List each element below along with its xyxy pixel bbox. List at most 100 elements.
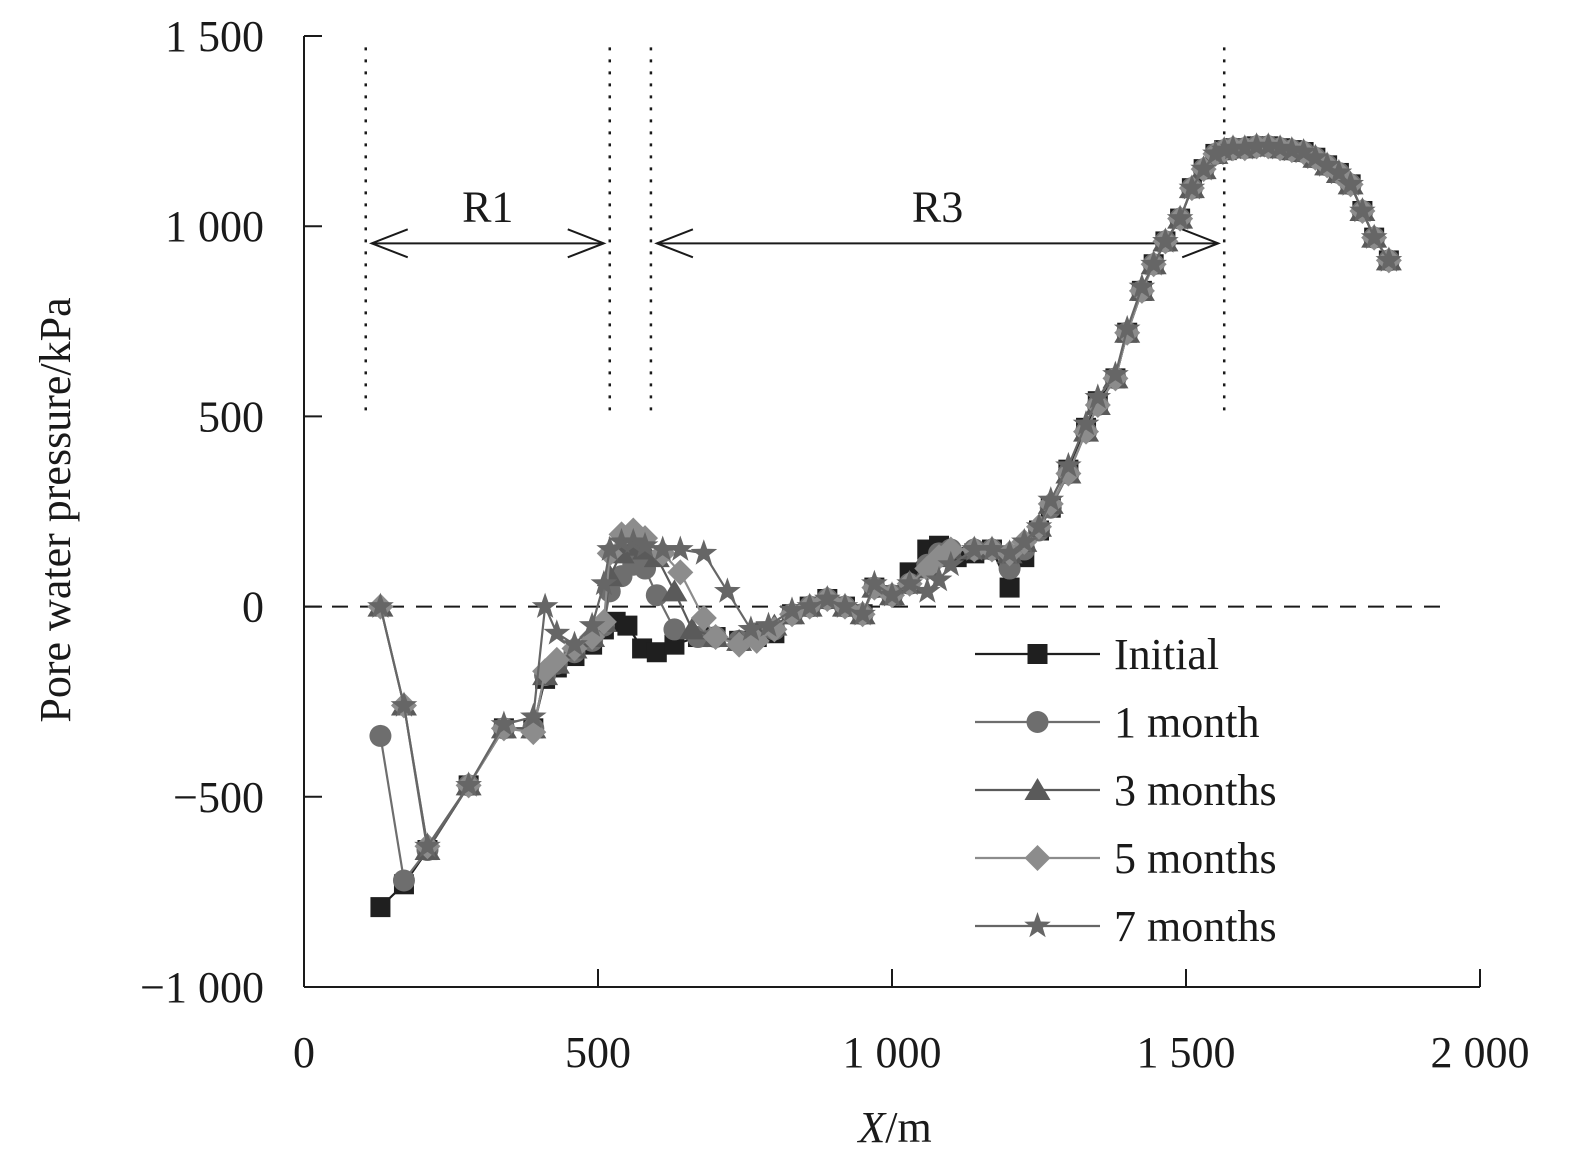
y-tick-label: 500: [198, 392, 264, 441]
data-point-7-months: [1037, 486, 1065, 512]
data-point-7-months: [649, 535, 676, 561]
data-point-7-months: [1055, 451, 1082, 478]
legend: Initial 1 month 3 months 5 months 7 months: [975, 630, 1277, 951]
y-tick-label: 1 000: [165, 202, 264, 251]
data-point-5-months: [702, 624, 729, 651]
data-point-7-months: [1102, 360, 1129, 386]
data-point-initial: [370, 897, 391, 918]
data-point-7-months: [914, 577, 941, 603]
legend-label: 5 months: [1114, 834, 1277, 883]
y-tick-label: 1 500: [165, 12, 264, 61]
data-point-initial: [617, 615, 638, 636]
data-point-7-months: [1166, 204, 1194, 230]
data-point-7-months: [1302, 143, 1329, 170]
data-point-7-months: [1190, 155, 1217, 181]
data-point-7-months: [608, 527, 635, 554]
x-tick-label: 1 000: [843, 1028, 942, 1077]
region-arrow-head-right: [567, 228, 607, 259]
data-point-7-months: [590, 569, 618, 596]
legend-entry: 5 months: [975, 834, 1277, 883]
data-point-1-month: [369, 724, 392, 747]
legend-marker: [1024, 912, 1051, 938]
data-point-7-months: [778, 596, 806, 622]
legend-marker: [1024, 778, 1051, 800]
data-point-7-months: [490, 710, 518, 736]
data-point-3-months: [679, 617, 706, 640]
legend-label: 3 months: [1114, 766, 1277, 815]
legend-marker: [1024, 845, 1051, 871]
data-point-7-months: [896, 569, 923, 596]
legend-label: 1 month: [1114, 698, 1259, 747]
region-arrow-head-right: [1181, 228, 1221, 259]
data-point-3-months: [661, 579, 688, 602]
y-axis-title: Pore water pressure/kPa: [31, 297, 80, 722]
data-point-7-months: [1243, 132, 1270, 158]
data-point-7-months: [1325, 158, 1353, 185]
region-label: R3: [912, 182, 963, 231]
legend-marker: [1027, 644, 1048, 664]
data-point-7-months: [925, 566, 953, 592]
data-point-7-months: [620, 527, 647, 554]
region-label: R1: [462, 182, 513, 231]
data-point-7-months: [755, 611, 782, 637]
data-point-7-months: [831, 592, 859, 618]
regions: R1 R3: [364, 47, 1226, 417]
data-point-7-months: [531, 592, 559, 618]
data-point-7-months: [414, 832, 441, 858]
data-point-7-months: [937, 550, 965, 577]
data-point-7-months: [849, 600, 876, 626]
data-point-7-months: [1219, 134, 1247, 160]
x-tick-label: 2 000: [1431, 1028, 1530, 1077]
legend-marker: [1026, 711, 1049, 733]
data-point-7-months: [596, 535, 624, 561]
legend-entry: 7 months: [975, 902, 1277, 951]
x-axis-unit: /m: [885, 1103, 931, 1152]
data-point-5-months: [579, 624, 606, 651]
x-tick-label: 1 500: [1137, 1028, 1236, 1077]
data-point-5-months: [667, 559, 694, 586]
data-point-7-months: [1375, 246, 1403, 272]
series-5-months: [367, 133, 1402, 860]
data-point-7-months: [1072, 410, 1100, 436]
data-point-7-months: [561, 630, 588, 656]
data-point-5-months: [543, 646, 570, 673]
data-point-7-months: [714, 577, 741, 603]
axes: [303, 36, 1480, 988]
data-point-7-months: [1210, 136, 1238, 162]
data-point-7-months: [1290, 138, 1317, 164]
data-point-7-months: [578, 611, 606, 637]
data-point-7-months: [1178, 174, 1206, 200]
data-point-7-months: [690, 539, 718, 565]
data-point-7-months: [1011, 527, 1038, 554]
x-axis-variable: X: [856, 1103, 887, 1152]
data-point-7-months: [1025, 512, 1053, 538]
data-point-7-months: [796, 592, 823, 618]
data-point-initial: [999, 577, 1020, 598]
legend-entry: Initial: [975, 630, 1219, 679]
x-tick-label: 500: [565, 1028, 631, 1077]
series-7-months: [367, 132, 1403, 858]
y-tick-label: −500: [173, 773, 264, 822]
data-point-7-months: [367, 592, 394, 618]
y-tick-label: 0: [242, 583, 264, 632]
data-point-7-months: [667, 535, 694, 561]
series-layer: [367, 132, 1403, 918]
data-point-7-months: [814, 585, 841, 611]
data-point-7-months: [1360, 223, 1388, 249]
y-tick-label: −1 000: [140, 963, 264, 1012]
data-point-5-months: [937, 536, 964, 563]
region-arrow-head-left: [368, 228, 409, 259]
data-point-7-months: [878, 581, 906, 607]
data-point-7-months: [1337, 170, 1364, 196]
region-arrow-head-left: [654, 228, 694, 259]
data-point-7-months: [390, 691, 418, 717]
data-point-7-months: [1084, 383, 1112, 409]
legend-entry: 3 months: [975, 766, 1277, 815]
data-point-7-months: [1140, 250, 1167, 276]
data-point-7-months: [961, 535, 988, 561]
data-point-1-month: [663, 618, 686, 641]
data-point-7-months: [455, 771, 482, 797]
data-point-7-months: [543, 619, 571, 645]
data-point-7-months: [520, 702, 547, 729]
